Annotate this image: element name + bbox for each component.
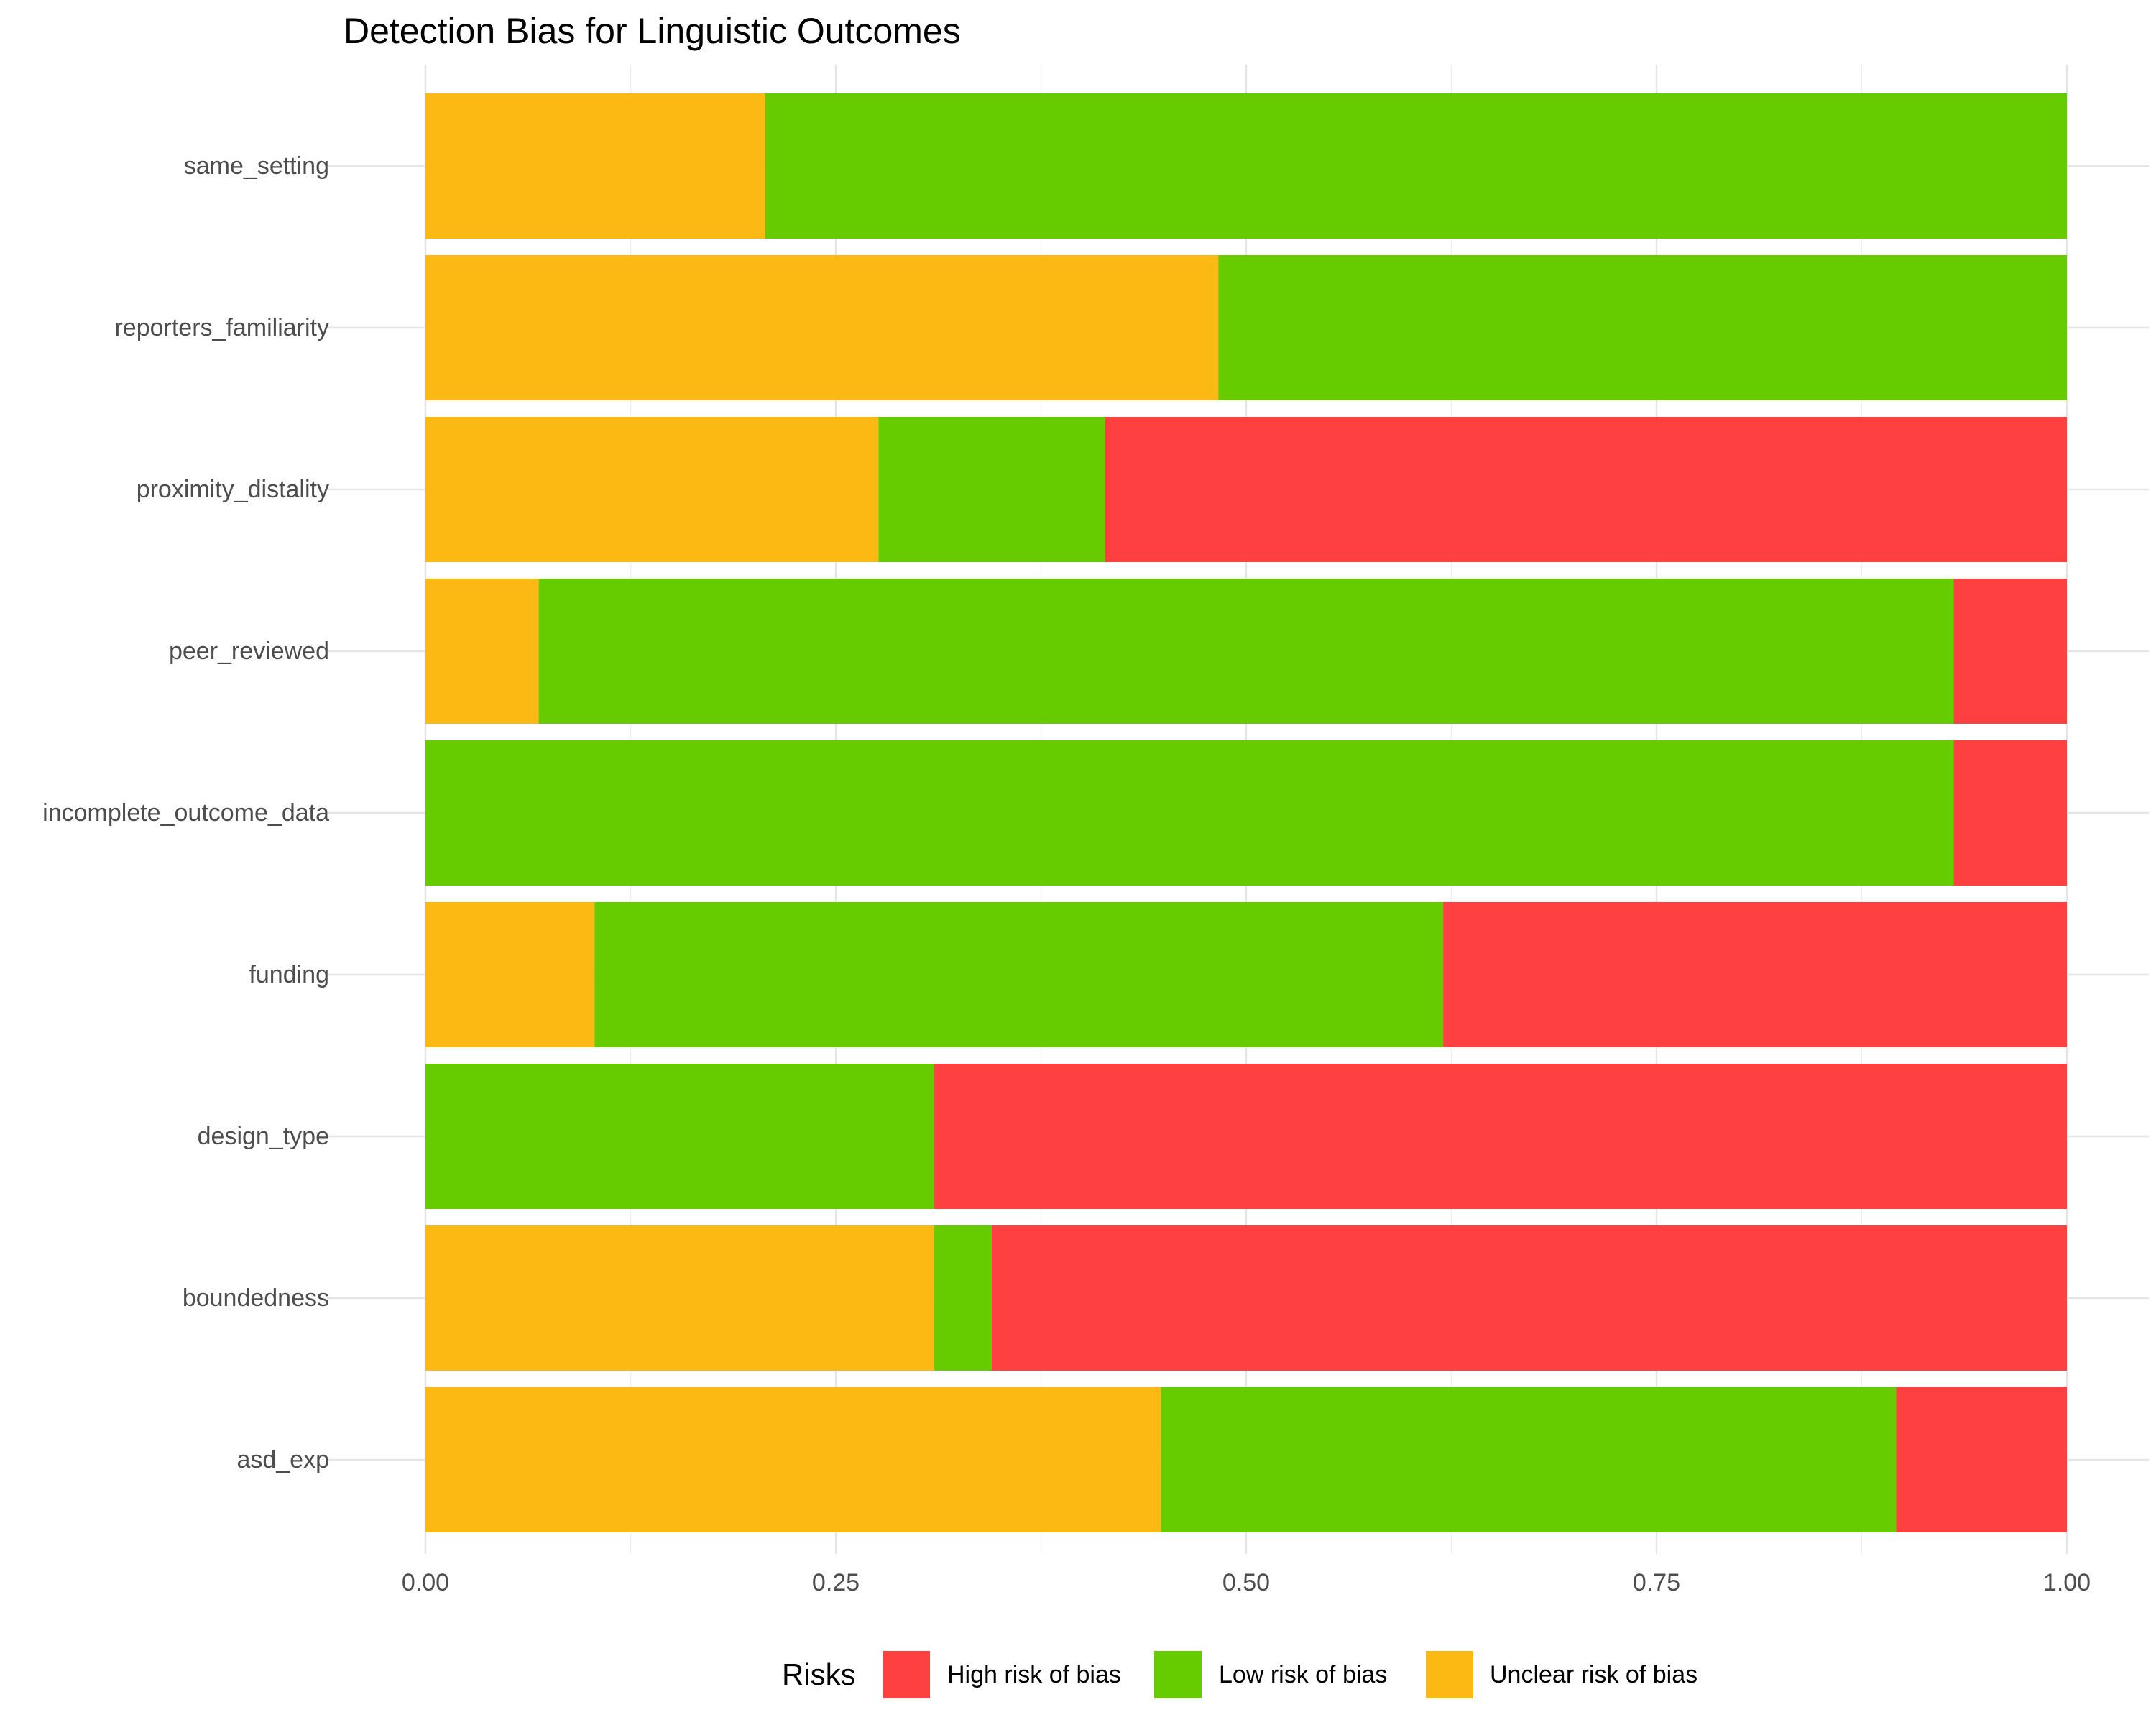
bar-segment-funding-low-risk-of-bias	[594, 902, 1444, 1047]
y-axis-labels: same_setting reporters_familiarityproximi…	[42, 152, 329, 1473]
legend-label: Low risk of bias	[1219, 1661, 1387, 1688]
legend-key-unclear-risk-of-bias	[1426, 1651, 1473, 1698]
y-tick-label: boundedness	[183, 1284, 329, 1312]
y-tick-label: funding	[249, 961, 329, 988]
y-tick-label: same_setting	[184, 152, 329, 180]
bar-segment-same_setting-low-risk-of-bias	[765, 93, 2067, 239]
bar-segment-peer_reviewed-high-risk-of-bias	[1953, 579, 2067, 724]
bar-segment-peer_reviewed-unclear-risk-of-bias	[425, 579, 539, 724]
legend-title: Risks	[782, 1657, 856, 1691]
bar-segment-peer_reviewed-low-risk-of-bias	[538, 579, 1954, 724]
bar-segment-asd_exp-low-risk-of-bias	[1161, 1387, 1897, 1532]
y-tick-label: asd_exp	[236, 1446, 329, 1473]
bar-segment-same_setting-unclear-risk-of-bias	[425, 93, 765, 239]
bar-segment-reporters_familiarity-low-risk-of-bias	[1218, 255, 2067, 400]
x-tick-label: 0.50	[1222, 1569, 1270, 1596]
bar-segment-incomplete_outcome_data-high-risk-of-bias	[1953, 740, 2067, 886]
y-tick-label: proximity_distality	[137, 476, 329, 503]
chart-title: Detection Bias for Linguistic Outcomes	[344, 11, 961, 51]
x-tick-label: 1.00	[2043, 1569, 2091, 1596]
bar-segment-asd_exp-high-risk-of-bias	[1896, 1387, 2067, 1532]
legend-key-low-risk-of-bias	[1154, 1651, 1202, 1698]
y-tick-label: peer_reviewed	[169, 638, 329, 665]
x-tick-label: 0.00	[402, 1569, 449, 1596]
bar-segment-design_type-low-risk-of-bias	[425, 1064, 935, 1209]
legend-key-high-risk-of-bias	[883, 1651, 930, 1698]
bar-segment-asd_exp-unclear-risk-of-bias	[425, 1387, 1161, 1532]
bar-segment-boundedness-unclear-risk-of-bias	[425, 1225, 935, 1371]
legend: Risks High risk of bias Low risk of bias U…	[782, 1651, 1697, 1698]
x-tick-label: 0.25	[812, 1569, 860, 1596]
bar-segment-incomplete_outcome_data-low-risk-of-bias	[425, 740, 1954, 886]
bar-segment-proximity_distality-low-risk-of-bias	[878, 417, 1105, 562]
bar-segment-funding-unclear-risk-of-bias	[425, 902, 595, 1047]
x-tick-label: 0.75	[1633, 1569, 1680, 1596]
bars	[425, 93, 2067, 1532]
bar-segment-boundedness-low-risk-of-bias	[934, 1225, 992, 1371]
y-tick-label: design_type	[198, 1123, 329, 1150]
bar-segment-funding-high-risk-of-bias	[1443, 902, 2067, 1047]
legend-label: Unclear risk of bias	[1490, 1661, 1697, 1688]
y-tick-label: reporters_familiarity	[114, 314, 329, 341]
bar-segment-proximity_distality-high-risk-of-bias	[1105, 417, 2067, 562]
y-tick-label: incomplete_outcome_data	[42, 799, 329, 827]
legend-label: High risk of bias	[947, 1661, 1121, 1688]
bar-segment-reporters_familiarity-unclear-risk-of-bias	[425, 255, 1219, 400]
bar-segment-proximity_distality-unclear-risk-of-bias	[425, 417, 879, 562]
bar-segment-boundedness-high-risk-of-bias	[991, 1225, 2067, 1371]
x-axis-labels: 0.00 0.25 0.50 0.75 1.00	[402, 1569, 2091, 1596]
bar-segment-design_type-high-risk-of-bias	[934, 1064, 2067, 1209]
